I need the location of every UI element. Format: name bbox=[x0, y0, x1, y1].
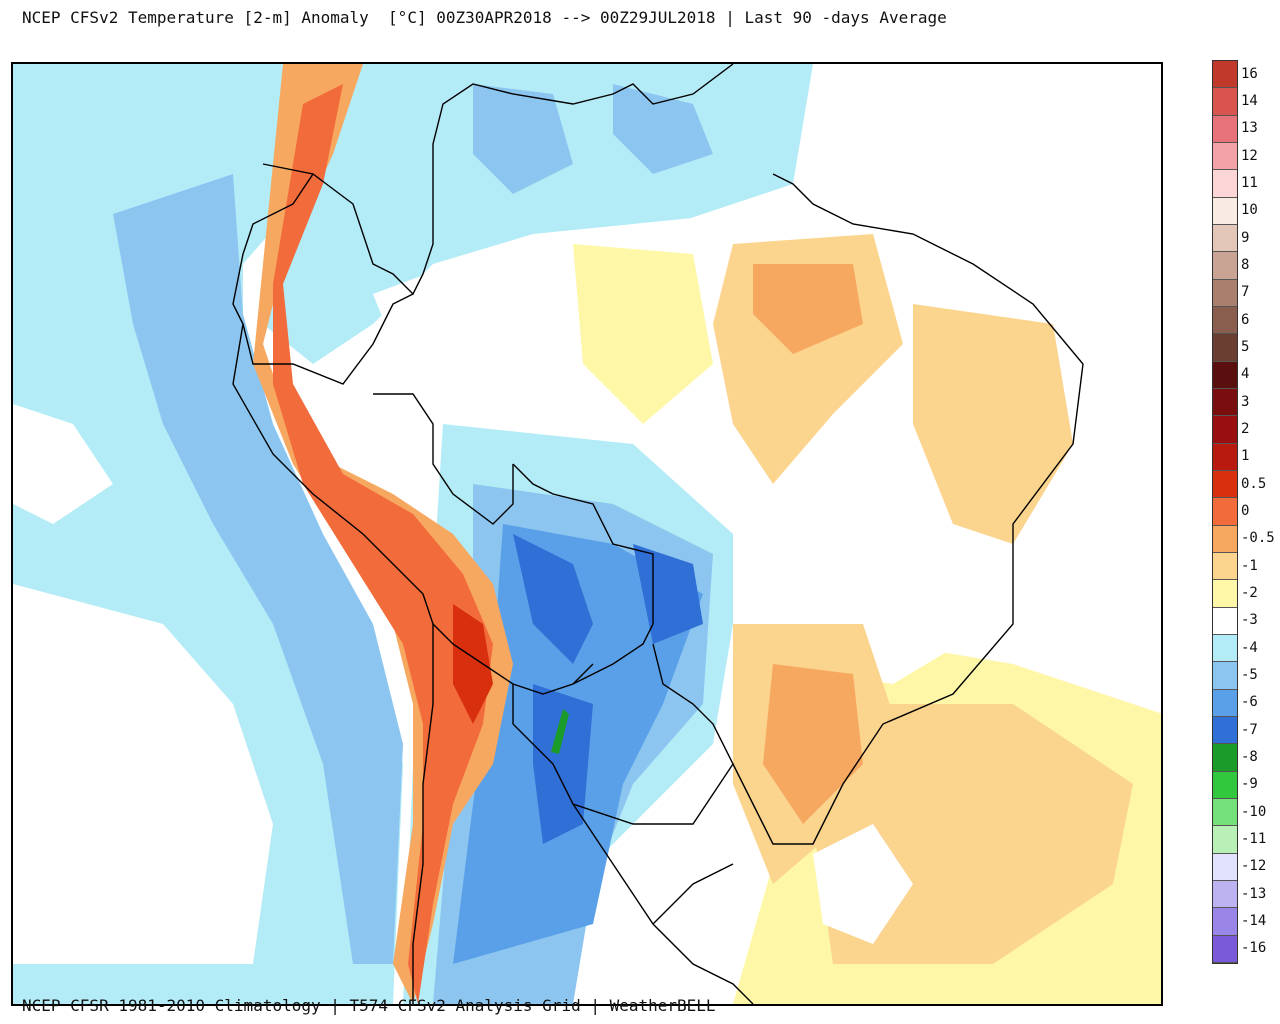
map-title: NCEP CFSv2 Temperature [2-m] Anomaly [°C… bbox=[22, 8, 947, 27]
color-scale-label: -11 bbox=[1241, 831, 1267, 847]
color-swatch bbox=[1213, 662, 1237, 690]
color-scale-label: -16 bbox=[1241, 940, 1267, 957]
color-scale-label: 1 bbox=[1241, 448, 1250, 465]
color-scale-label: 12 bbox=[1241, 147, 1258, 164]
atlantic-white-patch bbox=[813, 824, 913, 944]
color-swatch bbox=[1213, 580, 1237, 608]
color-scale-label: 16 bbox=[1241, 65, 1258, 82]
color-scale-label: -12 bbox=[1241, 858, 1267, 875]
color-scale-label: -2 bbox=[1241, 585, 1258, 601]
color-swatch bbox=[1213, 170, 1237, 198]
color-swatch bbox=[1213, 143, 1237, 171]
color-swatch bbox=[1213, 443, 1237, 471]
color-scale-label: 0.5 bbox=[1241, 475, 1267, 492]
color-swatch bbox=[1213, 935, 1237, 963]
country-borders bbox=[232, 64, 1084, 1004]
color-scale-label: 3 bbox=[1241, 393, 1250, 410]
color-swatch bbox=[1213, 689, 1237, 717]
color-swatch bbox=[1213, 252, 1237, 280]
color-swatch bbox=[1213, 334, 1237, 362]
color-swatch bbox=[1213, 771, 1237, 799]
color-swatch bbox=[1213, 853, 1237, 881]
anomaly-map-canvas bbox=[13, 64, 1161, 1004]
pacific-cold-band bbox=[113, 174, 403, 964]
color-scale-label: 5 bbox=[1241, 339, 1250, 355]
color-swatch bbox=[1213, 717, 1237, 745]
color-swatch bbox=[1213, 389, 1237, 417]
color-swatch bbox=[1213, 307, 1237, 335]
color-scale-label: 6 bbox=[1241, 311, 1250, 328]
color-swatch bbox=[1213, 279, 1237, 307]
color-scale-label: 8 bbox=[1241, 257, 1250, 273]
anomaly-map bbox=[11, 62, 1163, 1006]
color-swatch bbox=[1213, 881, 1237, 909]
color-swatch bbox=[1213, 553, 1237, 581]
andes-hot-band bbox=[273, 84, 493, 1004]
color-swatch bbox=[1213, 416, 1237, 444]
color-swatch bbox=[1213, 799, 1237, 827]
color-swatch bbox=[1213, 225, 1237, 253]
map-footer: NCEP CFSR 1981-2010 Climatology | T574 C… bbox=[22, 996, 716, 1015]
color-scale-label: -3 bbox=[1241, 612, 1258, 629]
pacific-white-patch bbox=[13, 584, 273, 964]
color-scale-label: -7 bbox=[1241, 721, 1258, 738]
color-scale-label: -0.5 bbox=[1241, 530, 1275, 547]
central-green-spot bbox=[551, 709, 569, 754]
color-swatch bbox=[1213, 908, 1237, 936]
color-swatch bbox=[1213, 525, 1237, 553]
color-swatch bbox=[1213, 61, 1237, 89]
color-swatch bbox=[1213, 635, 1237, 663]
north-cool-spots bbox=[473, 84, 713, 194]
color-scale-label: -9 bbox=[1241, 776, 1258, 793]
color-swatch bbox=[1213, 498, 1237, 526]
brazil-warm-south-core bbox=[763, 664, 863, 824]
color-scale-label: -10 bbox=[1241, 803, 1267, 820]
brazil-warm-east bbox=[913, 304, 1073, 544]
color-scale-label: 10 bbox=[1241, 202, 1258, 219]
color-scale-label: -8 bbox=[1241, 749, 1258, 765]
color-swatch bbox=[1213, 361, 1237, 389]
central-cold-deep bbox=[513, 534, 703, 844]
color-scale-label: -14 bbox=[1241, 913, 1267, 929]
color-swatch bbox=[1213, 744, 1237, 772]
color-scale-label: 11 bbox=[1241, 175, 1258, 191]
color-scale-label: 14 bbox=[1241, 93, 1258, 109]
color-scale-bar bbox=[1212, 60, 1238, 964]
color-swatch bbox=[1213, 607, 1237, 635]
color-scale-label: -6 bbox=[1241, 694, 1258, 711]
color-scale-label: -13 bbox=[1241, 885, 1267, 902]
color-scale-label: 4 bbox=[1241, 366, 1250, 383]
brazil-warm-central bbox=[573, 244, 713, 424]
color-swatch bbox=[1213, 197, 1237, 225]
color-scale-label: 13 bbox=[1241, 120, 1258, 137]
color-scale-label: -4 bbox=[1241, 639, 1258, 656]
brazil-warm-ne-core bbox=[753, 264, 863, 354]
color-scale-label: 0 bbox=[1241, 503, 1250, 519]
color-scale-label: 2 bbox=[1241, 421, 1250, 437]
color-scale-label: -5 bbox=[1241, 667, 1258, 683]
color-scale-label: -1 bbox=[1241, 557, 1258, 574]
pacific-white-patch-north bbox=[13, 404, 113, 524]
color-swatch bbox=[1213, 88, 1237, 116]
andes-hottest-core bbox=[453, 604, 493, 724]
color-swatch bbox=[1213, 471, 1237, 499]
color-scale-label: 7 bbox=[1241, 284, 1250, 301]
color-swatch bbox=[1213, 115, 1237, 143]
color-scale-label: 9 bbox=[1241, 229, 1250, 246]
color-swatch bbox=[1213, 826, 1237, 854]
